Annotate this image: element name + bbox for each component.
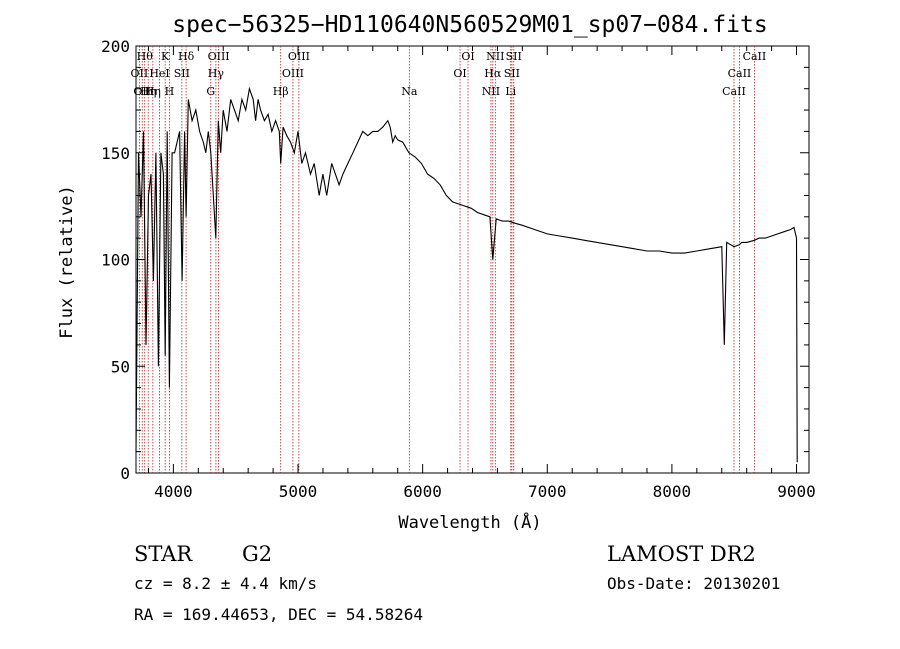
obs-date: Obs-Date: 20130201 [607,574,780,593]
line-marker-label: OIII [208,50,230,63]
line-marker-label: NII [482,85,500,98]
object-subclass: G2 [242,542,272,566]
spectrum-line [135,86,798,463]
line-marker-label: Hθ [137,50,154,63]
line-marker-label: OI [453,67,466,80]
line-marker-label: Hα [484,67,502,80]
line-marker-labels: OIIOIIHθHηHηHeIKHSIIHδGHγOIIIHβOIIIOIIIN… [131,50,767,98]
x-axis-label: Wavelength (Å) [398,511,541,533]
line-marker-label: Hδ [178,50,195,63]
plot-frame [135,45,810,474]
x-tick-label: 9000 [777,482,816,501]
line-marker-label: OII [131,67,149,80]
chart-title: spec−56325−HD110640N560529M01_sp07−084.f… [172,12,767,38]
line-marker-label: NII [486,50,504,63]
x-tick-label: 5000 [279,482,318,501]
x-tick-label: 7000 [528,482,567,501]
line-marker-label: CaII [743,50,767,63]
line-marker-label: OI [461,50,474,63]
line-marker-label: OIII [282,67,304,80]
y-tick-label: 200 [101,37,130,56]
line-marker-label: Hγ [208,67,225,80]
line-marker-label: CaII [722,85,746,98]
y-tick-label: 0 [120,464,130,483]
survey-name: LAMOST DR2 [607,542,756,566]
radec-text: RA = 169.44653, DEC = 54.58264 [134,605,423,624]
line-marker-label: K [161,50,170,63]
line-marker-label: Hβ [273,85,289,98]
line-marker-label: HeI [149,67,169,80]
line-marker-label: Hη [145,85,161,98]
object-class: STAR [134,542,193,566]
line-marker-label: OIII [288,50,310,63]
axis-tick-labels: 4000 5000 6000 7000 8000 9000 0 50 100 150 200 [101,37,816,501]
x-tick-label: 4000 [154,482,193,501]
axis-ticks [136,45,809,474]
line-marker-label: G [206,85,215,98]
line-marker-label: SII [506,50,522,63]
x-tick-label: 8000 [653,482,692,501]
line-marker-label: SII [504,67,520,80]
line-marker-label: Na [401,85,418,98]
x-tick-label: 6000 [403,482,442,501]
line-marker-label: SII [174,67,190,80]
y-tick-label: 150 [101,144,130,163]
y-tick-label: 100 [101,251,130,270]
line-marker-label: CaII [728,67,752,80]
line-markers [138,46,755,473]
y-axis-label: Flux (relative) [57,185,77,339]
line-marker-label: Hη [140,85,156,98]
y-tick-label: 50 [111,357,130,376]
line-marker-label: H [165,85,175,98]
redshift-text: cz = 8.2 ± 4.4 km/s [134,574,317,593]
line-marker-label: Li [505,85,516,98]
